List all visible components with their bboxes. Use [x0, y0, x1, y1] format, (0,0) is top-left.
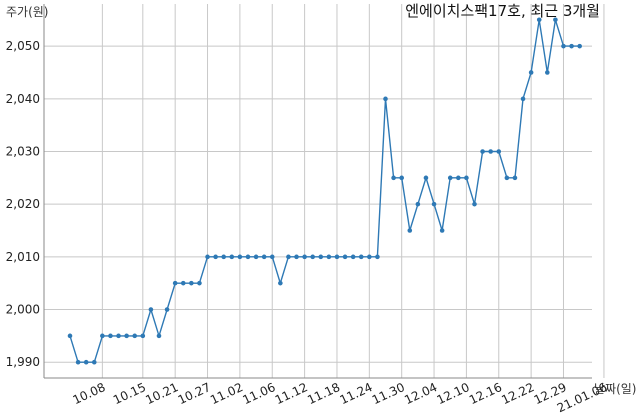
- x-tick-label: 11.12: [273, 380, 310, 407]
- data-point: [431, 201, 437, 207]
- data-point: [464, 175, 469, 181]
- data-point: [253, 254, 259, 260]
- y-axis-title: 주가(원): [6, 5, 48, 19]
- data-point: [189, 280, 194, 286]
- data-point: [278, 280, 283, 286]
- data-point: [488, 149, 493, 154]
- data-point: [132, 333, 138, 339]
- x-tick-label: 11.02: [208, 380, 245, 407]
- x-tick-label: 11.24: [338, 380, 375, 407]
- data-point: [91, 359, 97, 365]
- price-series-line: [69, 19, 580, 363]
- data-point: [415, 201, 421, 207]
- x-tick-label: 12.22: [499, 380, 536, 407]
- data-point: [504, 175, 510, 181]
- data-point: [399, 175, 404, 181]
- data-point: [318, 254, 324, 260]
- data-point: [140, 333, 146, 339]
- data-point: [229, 254, 235, 260]
- x-axis-title: 날짜(일): [594, 382, 636, 396]
- data-point: [569, 43, 574, 49]
- data-point: [447, 175, 453, 181]
- data-point: [116, 333, 121, 339]
- x-tick-label: 10.15: [111, 380, 148, 407]
- data-point: [367, 254, 372, 260]
- x-tick-label: 11.06: [240, 380, 277, 407]
- data-point: [423, 175, 429, 181]
- data-point: [528, 70, 534, 75]
- data-point: [512, 175, 518, 181]
- data-point: [156, 333, 162, 339]
- data-point: [148, 307, 154, 312]
- axes: [43, 4, 592, 379]
- data-point: [197, 280, 202, 286]
- data-point: [342, 254, 348, 260]
- x-tick-label: 12.10: [435, 380, 472, 407]
- x-tick-label: 10.27: [176, 380, 213, 407]
- x-tick-label: 12.16: [467, 380, 504, 407]
- data-point: [180, 280, 186, 286]
- data-point: [334, 254, 340, 260]
- data-point: [375, 254, 380, 260]
- data-point: [407, 228, 413, 233]
- x-tick-label: 11.30: [370, 380, 407, 407]
- y-tick-label: 2,020: [6, 197, 40, 211]
- data-point: [261, 254, 267, 260]
- y-tick-label: 2,030: [6, 144, 40, 158]
- y-tick-label: 2,000: [6, 303, 40, 317]
- data-point: [472, 201, 477, 207]
- data-point: [108, 333, 113, 339]
- data-point: [561, 43, 566, 49]
- data-point: [553, 17, 558, 23]
- data-point: [496, 149, 502, 154]
- x-tick-labels: 10.08 10.1510.2110.2711.0211.0611.1211.18…: [71, 380, 610, 415]
- data-point: [391, 175, 396, 181]
- x-tick-label: 12.04: [402, 380, 439, 407]
- data-point: [245, 254, 251, 260]
- data-point: [213, 254, 218, 260]
- y-tick-label: 2,050: [6, 39, 40, 53]
- data-point: [358, 254, 364, 260]
- grid: [44, 4, 605, 378]
- data-point: [383, 96, 388, 102]
- data-point: [326, 254, 332, 260]
- y-tick-labels: 1,990 2,000 2,010 2,020 2,030 2,040 2,050: [6, 39, 40, 369]
- chart-title: 엔에이치스팩17호, 최근 3개월: [405, 2, 600, 20]
- data-point: [172, 280, 178, 286]
- data-point: [75, 359, 81, 365]
- data-point: [536, 17, 542, 23]
- x-tick-label: 11.18: [305, 380, 342, 407]
- data-point: [456, 175, 461, 181]
- y-tick-label: 2,010: [6, 250, 40, 264]
- data-point: [545, 70, 550, 75]
- data-point: [221, 254, 227, 260]
- data-point: [310, 254, 316, 260]
- data-point: [164, 307, 170, 312]
- data-point: [237, 254, 243, 260]
- x-tick-label: 10.21: [143, 380, 180, 407]
- data-point: [439, 228, 445, 233]
- data-point: [83, 359, 89, 365]
- data-point: [269, 254, 275, 260]
- data-point: [294, 254, 299, 260]
- data-point: [350, 254, 356, 260]
- data-point: [480, 149, 485, 154]
- x-tick-label: 10.08: [71, 380, 108, 407]
- data-point: [124, 333, 129, 339]
- data-point: [286, 254, 291, 260]
- y-tick-label: 1,990: [6, 355, 40, 369]
- data-point: [100, 333, 105, 339]
- data-point: [67, 333, 73, 339]
- data-point: [577, 43, 582, 49]
- data-point: [520, 96, 526, 102]
- data-point: [302, 254, 307, 260]
- data-point: [205, 254, 210, 260]
- data-points: [67, 17, 582, 365]
- y-tick-label: 2,040: [6, 92, 40, 106]
